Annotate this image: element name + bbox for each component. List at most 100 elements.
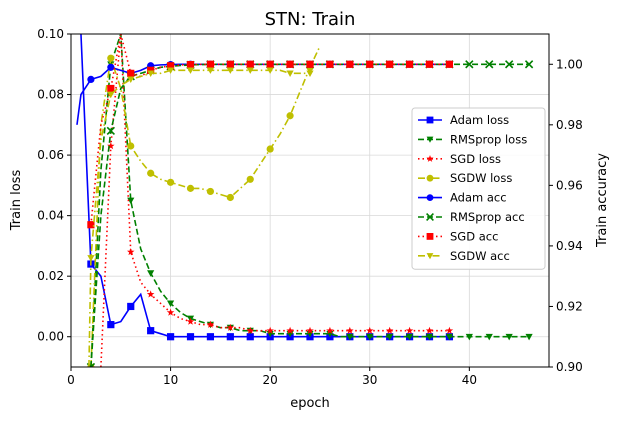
data-point xyxy=(346,326,354,334)
legend-label: Adam loss xyxy=(450,113,509,127)
data-point xyxy=(266,326,274,334)
data-point xyxy=(266,60,274,68)
data-point xyxy=(465,333,473,341)
data-point xyxy=(107,91,115,99)
y-left-tick-label: 0.08 xyxy=(37,88,64,102)
data-point xyxy=(127,69,135,77)
x-tick-label: 20 xyxy=(263,373,278,387)
y-right-tick-label: 0.90 xyxy=(556,360,583,374)
data-point xyxy=(465,60,474,69)
data-point xyxy=(107,63,115,71)
data-point xyxy=(246,326,255,334)
data-point xyxy=(525,333,533,341)
data-point xyxy=(286,60,294,68)
legend-label: SGD acc xyxy=(450,229,498,243)
y-right-tick-label: 0.96 xyxy=(556,178,583,192)
legend-entry: SGDW loss xyxy=(418,171,512,185)
data-point xyxy=(405,326,414,334)
legend-entry: SGDW acc xyxy=(418,249,510,263)
data-point xyxy=(147,70,155,77)
data-point xyxy=(107,84,115,93)
data-point xyxy=(166,67,175,74)
y-left-tick-label: 0.04 xyxy=(37,209,64,223)
legend-label: RMSprop acc xyxy=(450,210,525,224)
data-point xyxy=(425,60,434,68)
data-point xyxy=(445,60,454,68)
data-point xyxy=(206,320,215,328)
legend-marker xyxy=(426,174,434,182)
data-point xyxy=(186,184,195,192)
data-point xyxy=(246,175,254,183)
data-point xyxy=(445,326,454,334)
series-line xyxy=(100,34,450,367)
series-sgdw-acc xyxy=(87,67,314,367)
data-point xyxy=(505,333,513,341)
legend-marker xyxy=(426,233,434,240)
data-point xyxy=(127,142,135,150)
y-right-tick-label: 1.00 xyxy=(556,57,583,71)
series-sgd-loss xyxy=(100,34,454,367)
data-point xyxy=(87,75,95,84)
data-point xyxy=(346,333,354,341)
legend-entry: SGD loss xyxy=(418,152,501,166)
data-point xyxy=(326,326,334,334)
y-right-tick-label: 0.94 xyxy=(556,239,583,253)
legend-label: SGDW acc xyxy=(450,249,510,263)
legend-label: SGDW loss xyxy=(450,171,512,185)
y-left-tick-label: 0.10 xyxy=(37,27,64,41)
data-point xyxy=(246,60,254,68)
y-right-tick-label: 0.98 xyxy=(556,118,583,132)
data-point xyxy=(306,60,314,68)
legend-marker xyxy=(426,116,434,124)
data-point xyxy=(147,169,155,177)
chart-title: STN: Train xyxy=(265,9,356,30)
y-left-tick-label: 0.02 xyxy=(37,269,64,283)
data-point xyxy=(286,112,294,120)
data-point xyxy=(226,193,234,202)
data-point xyxy=(366,60,374,68)
data-point xyxy=(166,300,175,308)
data-point xyxy=(166,178,175,186)
data-point xyxy=(226,333,234,341)
legend-entry: SGD acc xyxy=(418,229,498,243)
data-point xyxy=(186,333,195,341)
data-point xyxy=(166,333,175,341)
data-point xyxy=(87,221,95,229)
legend-entry: Adam acc xyxy=(418,191,507,205)
data-point xyxy=(286,326,294,334)
series-sgd-acc xyxy=(87,34,454,229)
data-point xyxy=(346,60,354,68)
data-point xyxy=(326,60,334,68)
data-point xyxy=(246,67,254,74)
legend-entry: Adam loss xyxy=(418,113,509,127)
series-layer xyxy=(76,34,534,367)
legend-entry: RMSprop loss xyxy=(418,132,527,146)
data-point xyxy=(386,333,394,341)
y-left-tick-label: 0.00 xyxy=(37,330,64,344)
data-point xyxy=(166,62,175,70)
data-point xyxy=(425,326,434,334)
data-point xyxy=(365,326,374,334)
data-point xyxy=(286,70,294,77)
series-adam-loss xyxy=(80,34,454,341)
data-point xyxy=(107,321,115,329)
legend-marker xyxy=(426,213,434,221)
data-point xyxy=(524,60,534,69)
data-point xyxy=(226,67,234,74)
y-left-tick-label: 0.06 xyxy=(37,148,64,162)
legend-marker xyxy=(426,155,434,162)
data-point xyxy=(405,333,414,341)
series-line xyxy=(90,63,530,367)
data-point xyxy=(405,60,414,68)
legend-label: RMSprop loss xyxy=(450,132,527,146)
data-point xyxy=(385,326,394,334)
x-tick-label: 30 xyxy=(362,373,377,387)
data-point xyxy=(127,197,135,205)
data-point xyxy=(206,333,215,341)
data-point xyxy=(306,70,314,77)
data-point xyxy=(425,333,434,341)
data-point xyxy=(505,60,514,69)
y-right-tick-label: 0.92 xyxy=(556,299,583,313)
